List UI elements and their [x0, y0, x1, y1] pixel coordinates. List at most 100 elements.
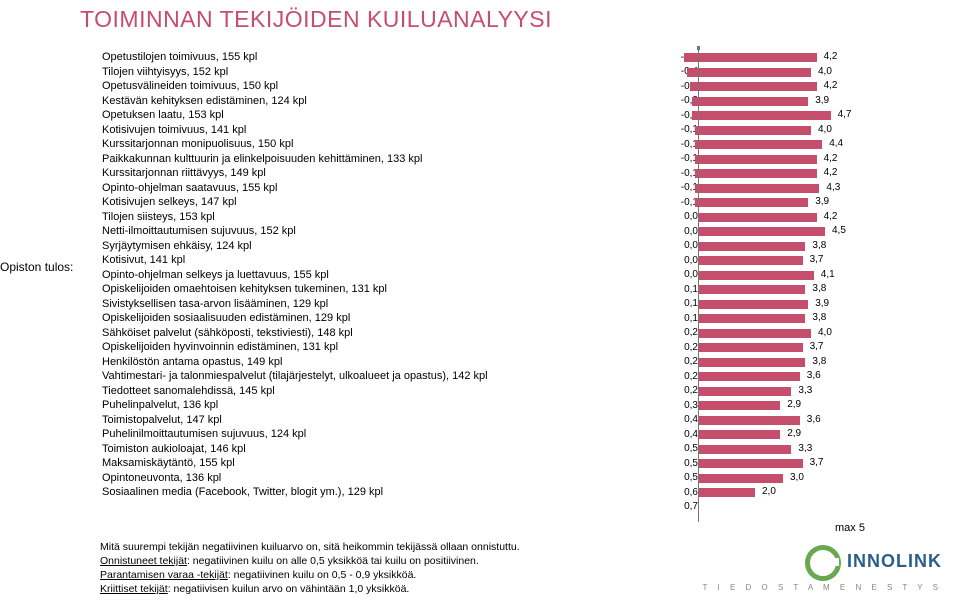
pos-value: 4,1 — [817, 269, 835, 280]
neg-bar — [695, 126, 698, 135]
chart-row: 0,1 — [660, 282, 702, 297]
item-label: Sähköiset palvelut (sähköposti, tekstivi… — [102, 326, 647, 341]
neg-bar — [692, 97, 698, 106]
item-label: Opetusvälineiden toimivuus, 150 kpl — [102, 79, 647, 94]
page: TOIMINNAN TEKIJÖIDEN KUILUANALYYSI Opist… — [0, 0, 960, 608]
pos-value: 2,0 — [758, 486, 776, 497]
pos-value: 3,0 — [786, 472, 804, 483]
pos-bar — [699, 459, 803, 468]
item-label: Kotisivut, 141 kpl — [102, 253, 647, 268]
pos-bar — [699, 285, 805, 294]
pos-value: 3,7 — [806, 254, 824, 265]
item-label: Kurssitarjonnan riittävyys, 149 kpl — [102, 166, 647, 181]
item-label: Maksamiskäytäntö, 155 kpl — [102, 456, 647, 471]
pos-value: 4,4 — [825, 138, 843, 149]
pos-value: 4,2 — [820, 153, 838, 164]
pos-bar — [699, 430, 780, 439]
chart-row: 0,2 — [660, 340, 702, 355]
item-label: Kotisivujen toimivuus, 141 kpl — [102, 123, 647, 138]
pos-value: 2,9 — [783, 428, 801, 439]
chart-row: 0,2 — [660, 326, 702, 341]
item-label: Netti-ilmoittautumisen sujuvuus, 152 kpl — [102, 224, 647, 239]
item-label: Paikkakunnan kulttuurin ja elinkelpoisuu… — [102, 152, 647, 167]
pos-bar — [699, 126, 811, 135]
pos-bar — [699, 271, 814, 280]
neg-bar — [690, 82, 698, 91]
logo-name: INNOLINK — [847, 551, 942, 571]
pos-value: 3,8 — [808, 283, 826, 294]
neg-value: 0,1 — [660, 313, 702, 324]
pos-bar — [699, 358, 805, 367]
pos-bar — [699, 53, 817, 62]
neg-value: 0,5 — [660, 443, 702, 454]
pos-value: 3,9 — [811, 298, 829, 309]
neg-value: 0,0 — [660, 211, 702, 222]
chart-row: 0,0 — [660, 268, 702, 283]
item-label: Opinto-ohjelman selkeys ja luettavuus, 1… — [102, 268, 647, 283]
pos-value: 3,8 — [808, 356, 826, 367]
pos-bar — [699, 474, 783, 483]
item-label: Kestävän kehityksen edistäminen, 124 kpl — [102, 94, 647, 109]
neg-value: 0,0 — [660, 255, 702, 266]
pos-bar — [699, 242, 805, 251]
item-label: Toimistopalvelut, 147 kpl — [102, 413, 647, 428]
chart-row: 0,0 — [660, 210, 702, 225]
pos-bar — [699, 82, 817, 91]
item-label: Opiskelijoiden omaehtoisen kehityksen tu… — [102, 282, 647, 297]
pos-bar — [699, 111, 831, 120]
chart-row: 0,5 — [660, 456, 702, 471]
item-label: Puhelinilmoittautumisen sujuvuus, 124 kp… — [102, 427, 647, 442]
pos-bar — [699, 155, 817, 164]
item-label: Tiedotteet sanomalehdissä, 145 kpl — [102, 384, 647, 399]
neg-value: 0,0 — [660, 226, 702, 237]
chart-row: 0,2 — [660, 384, 702, 399]
neg-value: 0,3 — [660, 400, 702, 411]
neg-value: 0,1 — [660, 284, 702, 295]
neg-value: 0,1 — [660, 298, 702, 309]
row-group-label: Opiston tulos: — [0, 260, 73, 274]
chart-row: 0,0 — [660, 239, 702, 254]
pos-bar — [699, 140, 822, 149]
item-label: Sosiaalinen media (Facebook, Twitter, bl… — [102, 485, 647, 500]
footer-legend: Mitä suurempi tekijän negatiivinen kuilu… — [100, 540, 520, 596]
pos-value: 4,2 — [820, 167, 838, 178]
pos-bar — [699, 372, 800, 381]
pos-bar — [699, 184, 819, 193]
item-label: Opetustilojen toimivuus, 155 kpl — [102, 50, 647, 65]
pos-value: 3,9 — [811, 196, 829, 207]
pos-value: 3,3 — [794, 443, 812, 454]
neg-bar — [695, 198, 698, 207]
neg-bar — [695, 184, 698, 193]
item-label: Opiskelijoiden hyvinvoinnin edistäminen,… — [102, 340, 647, 355]
chart-row: 0,4 — [660, 427, 702, 442]
neg-bar — [687, 68, 698, 77]
pos-value: 3,6 — [803, 414, 821, 425]
item-label: Opintoneuvonta, 136 kpl — [102, 471, 647, 486]
footer-line-3: Parantamisen varaa -tekijät: negatiivine… — [100, 568, 520, 582]
chart-row: 0,6 — [660, 485, 702, 500]
chart-row: 0,0 — [660, 253, 702, 268]
pos-bar — [699, 387, 791, 396]
pos-value: 3,9 — [811, 95, 829, 106]
chart-row: 0,1 — [660, 297, 702, 312]
page-title: TOIMINNAN TEKIJÖIDEN KUILUANALYYSI — [80, 6, 552, 33]
pos-value: 3,8 — [808, 312, 826, 323]
neg-bar — [695, 155, 698, 164]
footer-line-2: Onnistuneet tekijät: negatiivinen kuilu … — [100, 554, 520, 568]
neg-bar — [684, 53, 698, 62]
item-label: Opiskelijoiden sosiaalisuuden edistämine… — [102, 311, 647, 326]
pos-value: 3,7 — [806, 457, 824, 468]
pos-value: 4,2 — [820, 80, 838, 91]
neg-value: 0,7 — [660, 501, 702, 512]
pos-value: 4,3 — [822, 182, 840, 193]
pos-value: 4,0 — [814, 327, 832, 338]
item-label: Tilojen viihtyisyys, 152 kpl — [102, 65, 647, 80]
pos-value: 4,0 — [814, 66, 832, 77]
neg-bar — [695, 140, 698, 149]
pos-value: 4,2 — [820, 51, 838, 62]
pos-bar — [699, 445, 791, 454]
pos-bar — [699, 401, 780, 410]
neg-bar — [695, 169, 698, 178]
logo-ring-icon — [805, 545, 841, 581]
pos-value: 3,7 — [806, 341, 824, 352]
